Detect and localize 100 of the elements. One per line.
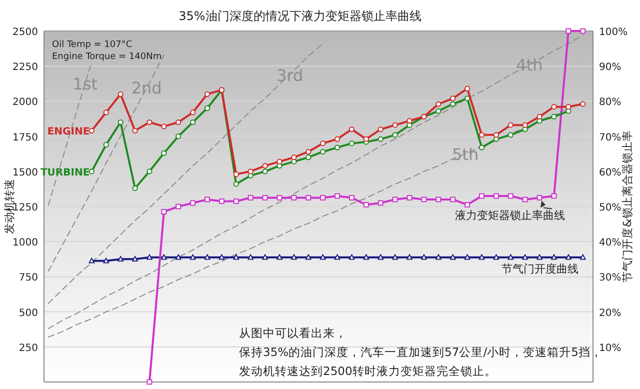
point (146, 119, 152, 126)
point (406, 254, 412, 260)
point (219, 198, 224, 204)
point (450, 196, 456, 202)
point (421, 254, 427, 260)
y2-tick-label: 90% (599, 62, 622, 74)
point (320, 148, 326, 155)
point (536, 254, 542, 260)
point (378, 136, 384, 142)
point (464, 96, 470, 102)
point (118, 91, 124, 97)
point (566, 28, 572, 34)
y2-tick-label: 40% (599, 238, 622, 249)
point (248, 254, 254, 260)
y-tick-label: 2000 (12, 97, 38, 108)
series-label: 2nd (131, 78, 162, 98)
point (176, 134, 182, 140)
point (349, 195, 354, 200)
point (464, 86, 470, 92)
annotation: 从图中可以看出来， (239, 326, 347, 340)
point (276, 158, 282, 164)
point (479, 193, 484, 199)
point (378, 126, 384, 132)
point (522, 196, 528, 202)
series-label: 4th (516, 56, 543, 75)
y2-tick-label: 10% (599, 342, 622, 354)
point (493, 132, 500, 138)
point (508, 254, 514, 260)
point (103, 110, 109, 116)
point (334, 254, 340, 260)
y2-tick-label: 50% (599, 202, 622, 214)
point (348, 140, 355, 146)
point (392, 132, 398, 138)
point (262, 254, 268, 260)
point (276, 195, 282, 200)
point (306, 154, 312, 160)
y2-tick-label: 60% (599, 167, 622, 178)
point (146, 254, 152, 260)
point (248, 168, 254, 174)
point (551, 254, 557, 260)
y2-tick-label: 20% (599, 308, 622, 319)
point (508, 122, 514, 128)
point (392, 254, 398, 260)
point (204, 91, 210, 97)
point (190, 119, 196, 126)
point (334, 193, 340, 199)
y-tick-label: 250 (18, 342, 38, 354)
point (146, 168, 152, 174)
point (204, 105, 210, 112)
point (392, 122, 398, 128)
annotation: Oil Temp = 107°C (52, 40, 132, 50)
series-label: ENGINE (47, 126, 90, 138)
point (233, 198, 239, 204)
point (132, 128, 138, 134)
point (348, 254, 355, 260)
point (450, 101, 456, 107)
series-label: 节气门开度曲线 (502, 262, 578, 276)
y2-tick-label: 30% (599, 272, 622, 284)
point (508, 193, 514, 199)
series-label: 5th (452, 145, 479, 164)
point (406, 118, 412, 124)
point (450, 96, 456, 102)
point (551, 104, 557, 110)
series-label: 液力变矩器锁止率曲线 (455, 208, 565, 222)
point (88, 258, 95, 264)
point (262, 195, 268, 200)
point (392, 196, 398, 202)
point (320, 195, 326, 200)
point (522, 254, 528, 260)
point (233, 171, 239, 178)
point (305, 254, 312, 260)
point (566, 104, 572, 110)
point (320, 254, 326, 260)
point (248, 195, 254, 200)
point (536, 195, 542, 200)
point (176, 119, 182, 126)
point (190, 254, 196, 260)
point (320, 140, 326, 146)
point (493, 254, 500, 260)
point (478, 144, 485, 150)
point (334, 136, 340, 142)
y-tick-label: 2250 (12, 62, 38, 74)
point (161, 150, 167, 156)
point (348, 126, 355, 132)
point (306, 195, 312, 200)
y-tick-label: 750 (18, 272, 38, 284)
y2-tick-label: 100% (599, 27, 628, 38)
point (334, 144, 340, 150)
y-tick-label: 2500 (12, 27, 38, 38)
point (291, 195, 297, 200)
point (204, 196, 210, 202)
point (291, 254, 297, 260)
point (262, 162, 268, 169)
point (478, 132, 485, 138)
point (464, 202, 470, 208)
y2-tick-label: 80% (599, 97, 622, 108)
point (176, 204, 182, 210)
point (161, 254, 167, 260)
point (262, 168, 268, 174)
point (88, 168, 94, 174)
